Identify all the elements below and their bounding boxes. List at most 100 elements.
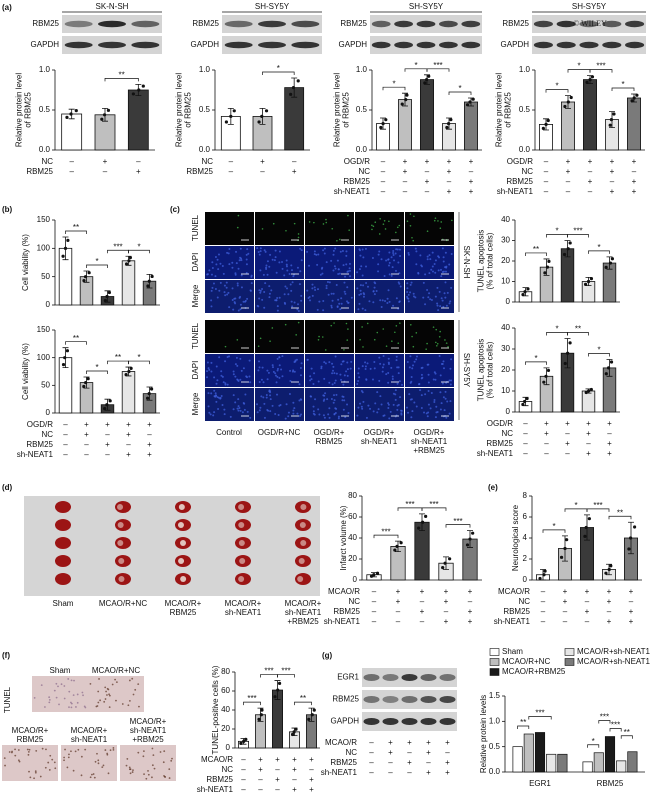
y-axis-title: Neurological score [511,504,520,571]
cell [264,282,267,285]
data-point [546,368,551,373]
cell [380,305,383,308]
cell [147,769,149,772]
condition-mark: – [544,449,549,458]
cell [325,221,328,224]
condition-mark: + [260,157,265,166]
condition-mark: + [396,587,401,596]
cell [406,290,409,293]
cell [364,309,367,312]
condition-label: MCAO/R [498,587,530,596]
cell [306,250,309,253]
cell [131,771,134,773]
blot-row-label: RBM25 [32,19,59,28]
cell [373,286,376,289]
cell [365,281,368,284]
cell [333,265,336,268]
cell [379,299,382,302]
data-point [100,117,104,121]
significance-label: * [137,242,140,251]
cell [436,286,439,289]
condition-label: RBM25 [330,758,357,767]
micrograph [205,212,254,245]
cell [348,269,351,272]
data-point [260,708,264,712]
cell [276,309,279,312]
condition-mark: – [63,430,68,439]
condition-mark: – [292,157,297,166]
cell [41,747,44,750]
cell [407,252,410,255]
cell [388,261,391,264]
y-axis-title: Relative protein level [495,73,504,147]
condition-mark: – [541,607,546,616]
cell [423,411,426,414]
significance-label: *** [453,517,462,526]
data-point [541,126,545,130]
cell [446,291,449,294]
cell [234,272,237,275]
data-point [604,571,608,575]
cell [440,297,443,300]
y-tick-label: 4 [523,533,528,542]
cell [340,302,343,305]
significance-label: * [137,353,140,362]
significance-label: *** [405,500,414,509]
cell [299,374,302,377]
condition-mark: – [544,439,549,448]
cell [168,777,171,779]
cell [168,768,171,771]
cell [407,297,410,300]
cell [281,260,284,263]
cell [33,696,36,699]
cell [422,281,425,284]
significance-bracket [620,735,633,739]
cell [388,417,391,420]
condition-mark: + [292,755,297,764]
y-tick-label: 1.0 [356,65,368,74]
cell [434,416,437,419]
data-point [232,109,236,113]
cell [239,247,242,250]
infarct [178,558,185,564]
data-point [296,79,300,83]
cell [421,265,424,268]
blot-band [625,20,645,28]
cell [325,284,328,287]
cell [406,406,409,409]
cell [222,272,225,275]
cell [226,383,229,386]
data-point [289,92,293,96]
cell [225,281,228,284]
cell [245,253,248,256]
cell [407,253,410,256]
cell [368,300,371,303]
cell [362,256,365,259]
cell [104,698,107,700]
condition-mark: + [607,439,612,448]
cell [142,755,145,758]
cell [344,275,347,278]
cell [244,393,247,396]
cell [398,282,401,285]
cell [344,416,347,419]
cell [311,287,314,290]
blot-band [439,718,456,725]
cell [271,258,274,261]
cell [261,366,264,369]
cell [337,298,340,301]
cell [132,693,135,696]
condition-mark: – [229,167,234,176]
cell [349,367,352,370]
condition-mark: – [445,748,450,757]
data-point [372,573,376,577]
data-point [102,113,107,117]
condition-label: RBM25 [343,177,370,186]
cell [346,300,349,303]
condition-mark: + [607,617,612,626]
condition-mark: – [566,187,571,196]
cell [104,749,107,751]
cell [381,366,384,369]
cell [437,309,440,312]
condition-mark: + [469,157,474,166]
